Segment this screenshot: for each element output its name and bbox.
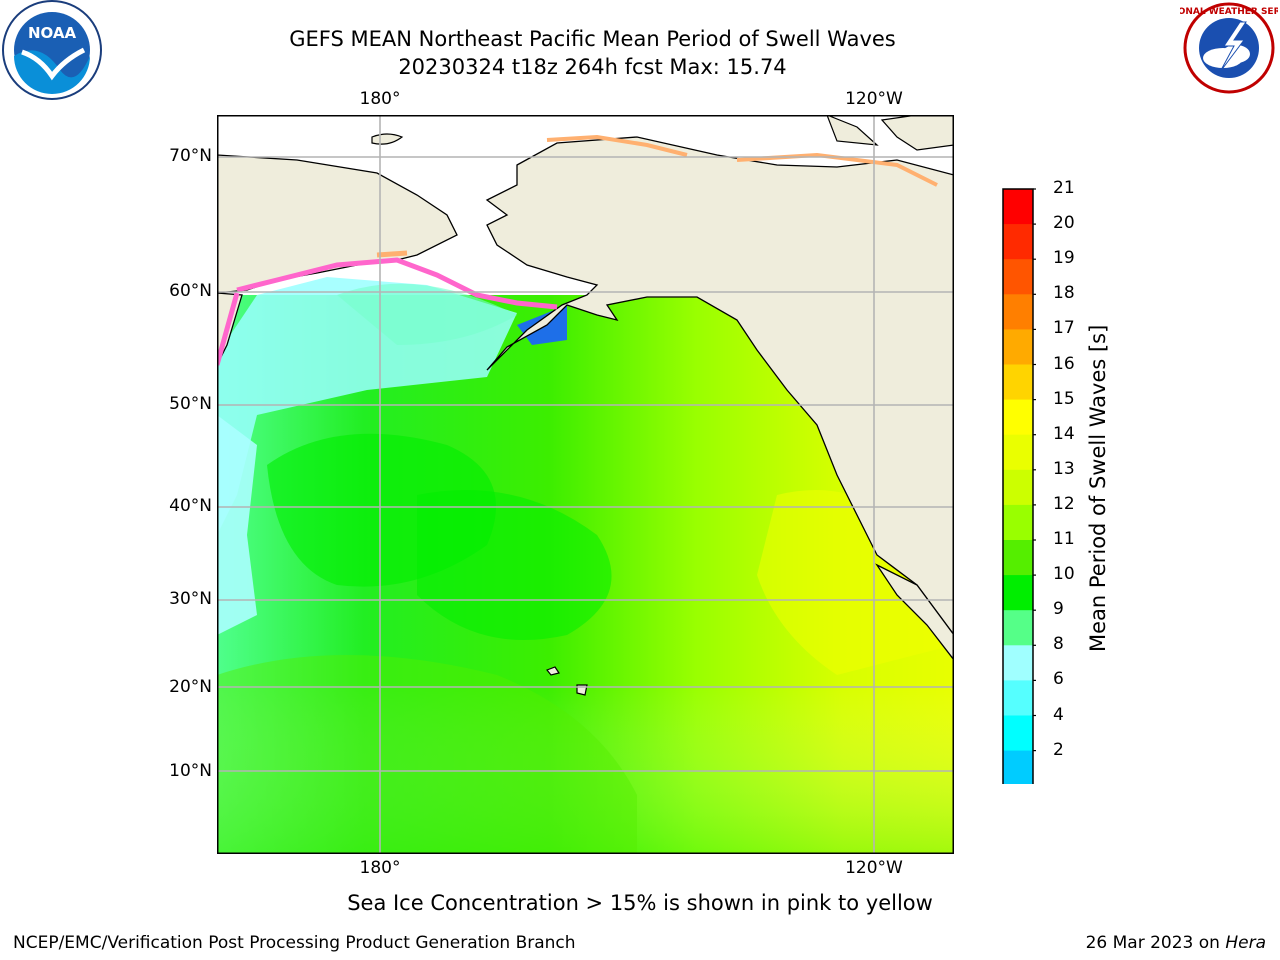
colorbar-tick-label: 6 [1053,669,1064,690]
colorbar-tick-label: 14 [1053,423,1075,444]
lat-label-40n: 40°N [169,496,212,516]
nws-logo-text: NATIONAL WEATHER SERVICE [1180,7,1278,17]
swell-period-map [217,115,954,854]
colorbar-tick-label: 2 [1053,739,1064,760]
colorbar-tick-label: 15 [1053,388,1075,409]
lat-label-10n: 10°N [169,761,212,781]
lat-label-20n: 20°N [169,677,212,697]
lon-label-bottom-120w: 120°W [845,858,903,878]
colorbar-tick-label: 16 [1053,353,1075,374]
colorbar-tick-label: 10 [1053,564,1075,585]
colorbar-segment [1003,575,1033,611]
land-alaska-canada [485,136,954,637]
footer-date: 26 Mar 2023 on Hera [1086,933,1266,953]
colorbar-segment [1003,294,1033,330]
lat-label-50n: 50°N [169,394,212,414]
colorbar-tick-label: 13 [1053,458,1075,479]
colorbar-segment [1003,469,1033,506]
lat-label-60n: 60°N [169,281,212,301]
land-hawaii [546,666,560,676]
colorbar-tick-label: 19 [1053,248,1075,269]
colorbar-segment [1003,224,1033,260]
colorbar-segment [1003,645,1033,681]
colorbar-tick-label: 21 [1053,178,1075,198]
colorbar-tick-label: 4 [1053,704,1064,725]
lat-label-70n: 70°N [169,146,212,166]
map-subtitle: 20230324 t18z 264h fcst Max: 15.74 [398,55,787,79]
sea-ice-caption: Sea Ice Concentration > 15% is shown in … [347,891,933,915]
map-frame [217,115,954,854]
colorbar-segment [1003,715,1033,752]
footer-credit: NCEP/EMC/Verification Post Processing Pr… [13,933,576,953]
colorbar-tick-label: 20 [1053,213,1075,234]
colorbar-segment [1003,610,1033,646]
sea-ice-edge [236,257,558,310]
colorbar-tick-label: 12 [1053,493,1075,514]
noaa-logo-text: NOAA [28,24,77,42]
noaa-logo: NOAA [2,0,102,100]
lon-label-top-120w: 120°W [845,89,903,109]
colorbar-segment [1003,329,1033,365]
colorbar-tick-label: 8 [1053,634,1064,655]
colorbar-segment [1003,364,1033,401]
colorbar-tick-label: 9 [1053,599,1064,620]
colorbar-segment [1003,189,1033,225]
lon-label-bottom-180: 180° [359,858,401,878]
colorbar-tick-label: 18 [1053,283,1075,304]
footer-host: Hera [1225,933,1266,953]
colorbar-title: Mean Period of Swell Waves [s] [1086,324,1110,652]
footer-date-text: 26 Mar 2023 on [1085,933,1226,953]
colorbar-tick-label: 17 [1053,318,1075,339]
colorbar-segment [1003,540,1033,576]
graticule [217,115,954,854]
colorbar-segment [1003,504,1033,541]
colorbar [1002,188,1036,784]
colorbar-segment [1003,750,1033,784]
colorbar-segment [1003,434,1033,471]
colorbar-tick-label: 11 [1053,529,1075,549]
colorbar-segment [1003,259,1033,295]
lat-label-30n: 30°N [169,589,212,609]
colorbar-segment [1003,680,1033,716]
lon-label-top-180: 180° [359,89,401,109]
nws-logo: NATIONAL WEATHER SERVICE [1180,2,1278,94]
colorbar-segment [1003,399,1033,436]
map-title: GEFS MEAN Northeast Pacific Mean Period … [289,27,896,51]
